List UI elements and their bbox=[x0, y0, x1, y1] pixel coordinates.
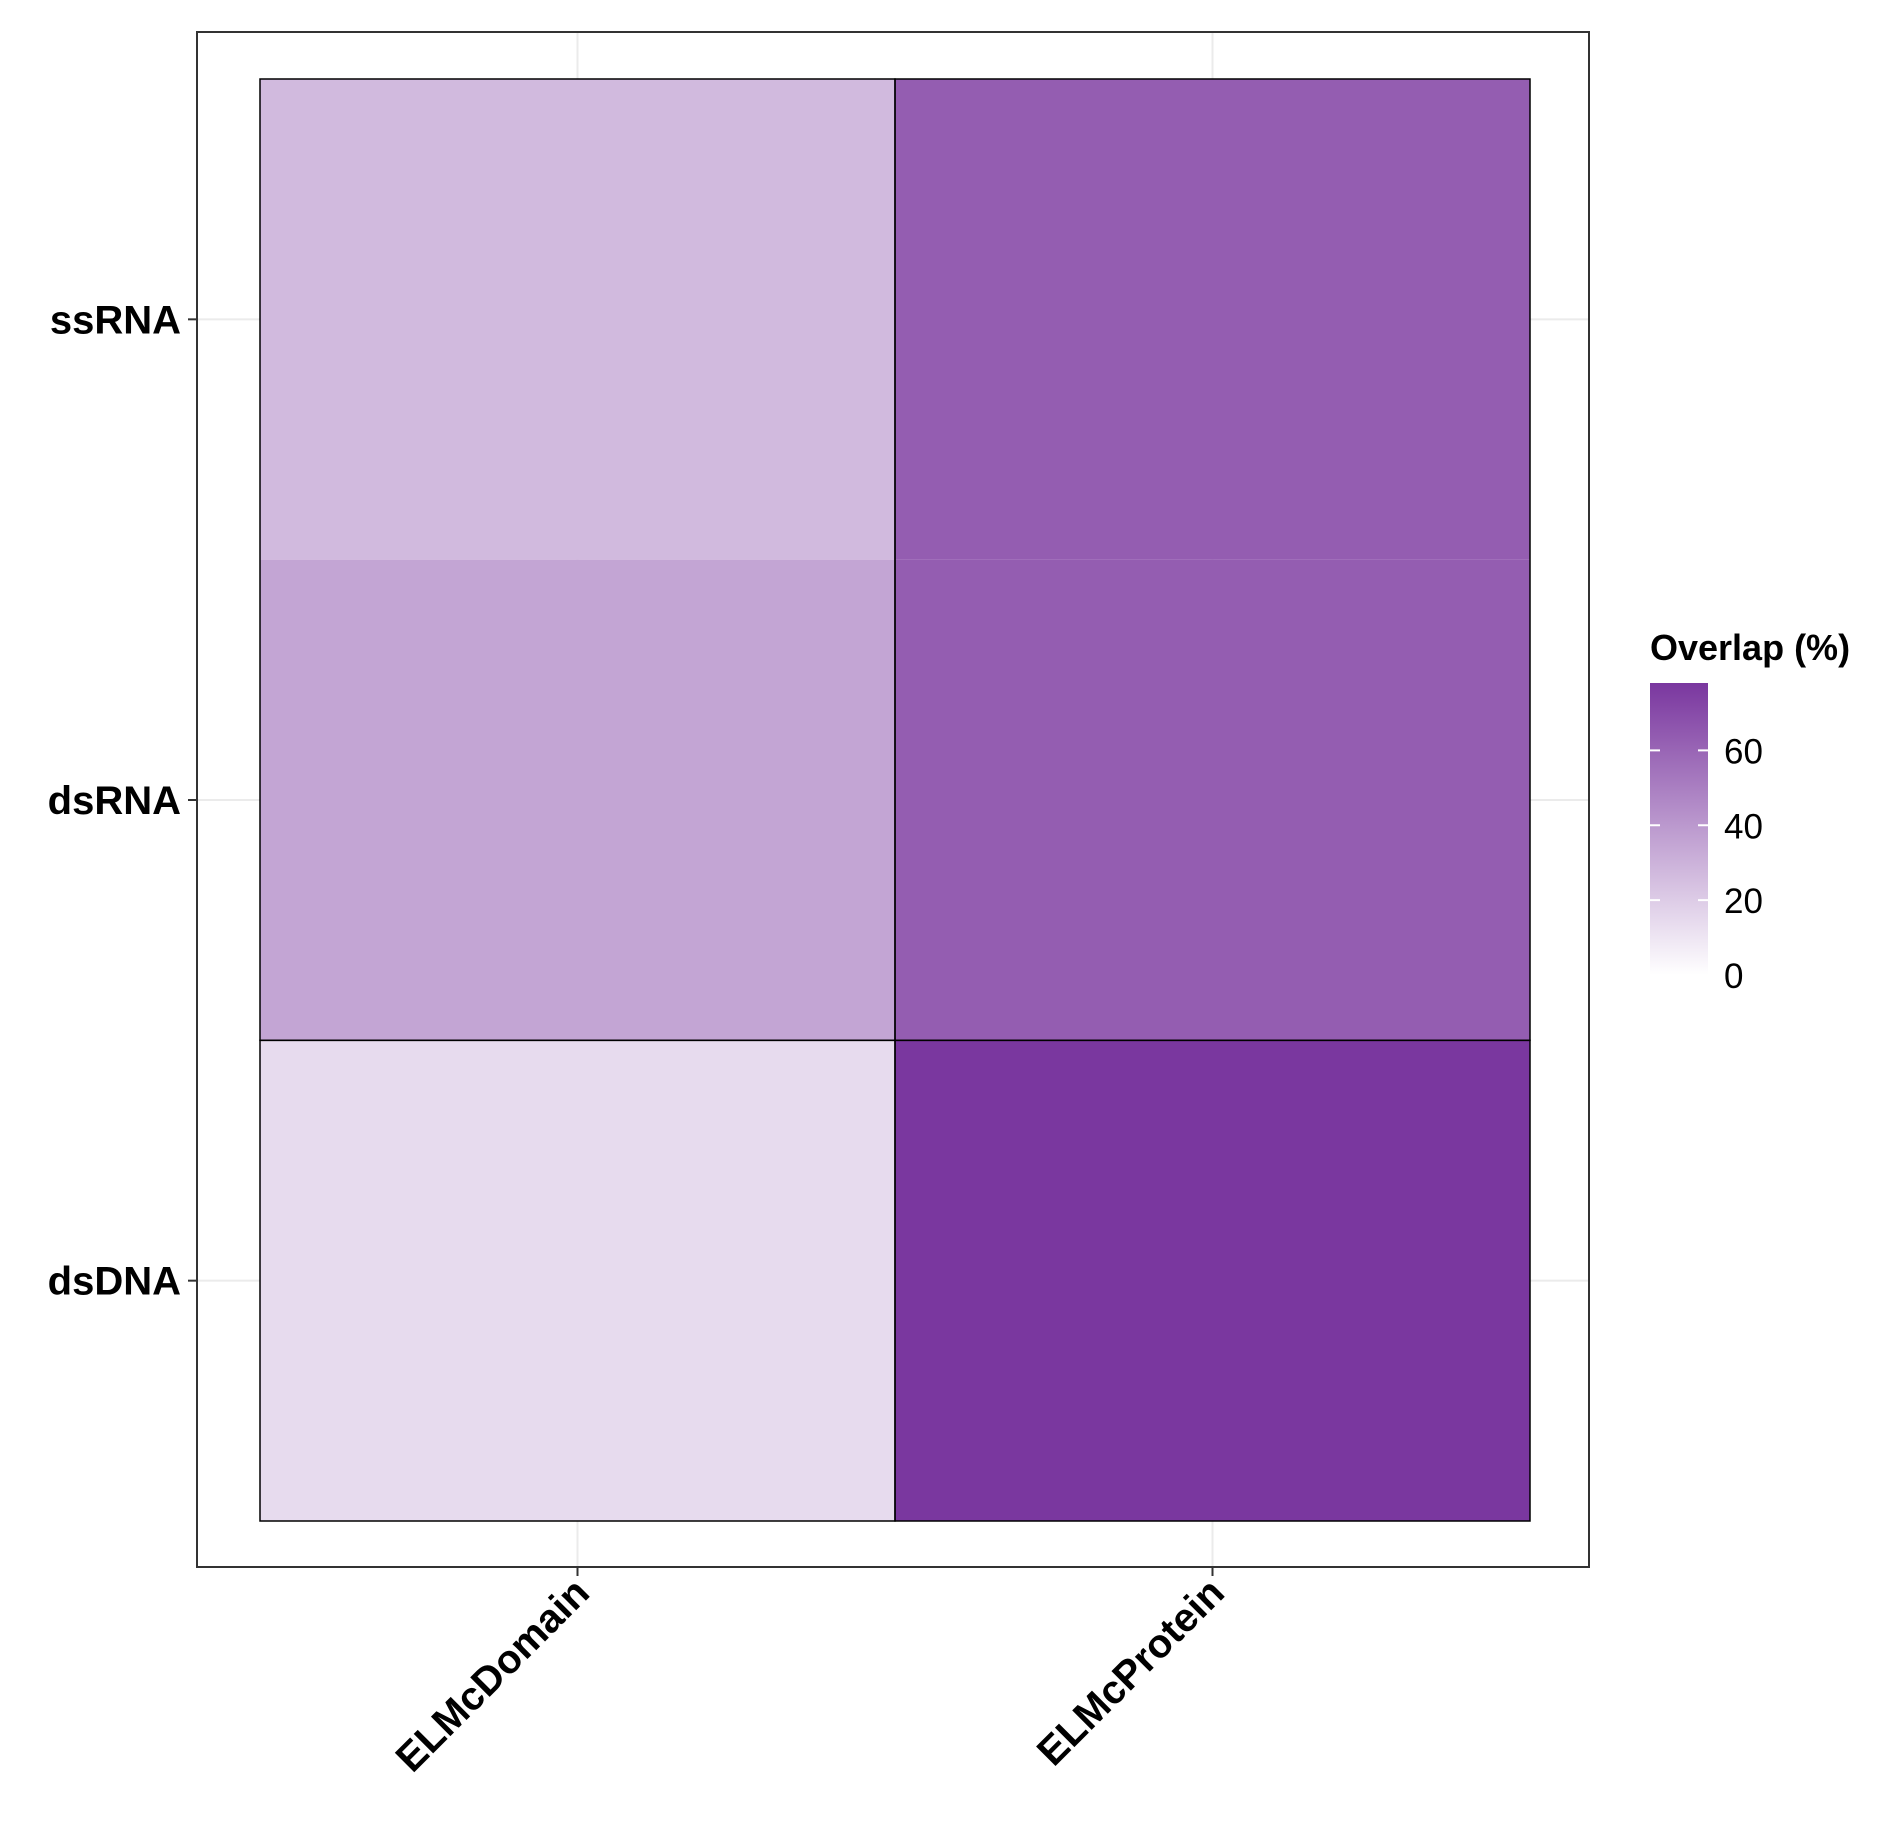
heatmap-cell-ELMcProtein-ssRNA bbox=[895, 79, 1530, 560]
y-tick-label: ssRNA bbox=[50, 298, 181, 342]
legend-colorbar bbox=[1650, 683, 1708, 975]
heatmap-cells bbox=[259, 78, 1531, 1522]
color-legend: Overlap (%) 0 20 40 60 bbox=[1650, 627, 1850, 996]
heatmap-cell-outline bbox=[894, 1039, 1531, 1522]
legend-tick-label: 20 bbox=[1724, 882, 1763, 921]
legend-tick-label: 0 bbox=[1724, 957, 1743, 996]
legend-tick-label: 60 bbox=[1724, 732, 1763, 771]
heatmap-cell-ELMcDomain-dsDNA bbox=[260, 1040, 895, 1521]
heatmap-cell-ELMcDomain-dsRNA bbox=[260, 559, 895, 1041]
heatmap-cell-ELMcProtein-dsDNA bbox=[895, 1040, 1530, 1521]
y-axis: ssRNA dsRNA dsDNA bbox=[48, 298, 197, 1304]
heatmap-cell-ELMcProtein-dsRNA bbox=[895, 559, 1530, 1041]
y-tick-label: dsRNA bbox=[48, 779, 181, 823]
heatmap-cell-ELMcDomain-ssRNA bbox=[260, 79, 895, 560]
legend-title: Overlap (%) bbox=[1650, 627, 1850, 668]
legend-tick-label: 40 bbox=[1724, 807, 1763, 846]
y-tick-label: dsDNA bbox=[48, 1260, 181, 1304]
